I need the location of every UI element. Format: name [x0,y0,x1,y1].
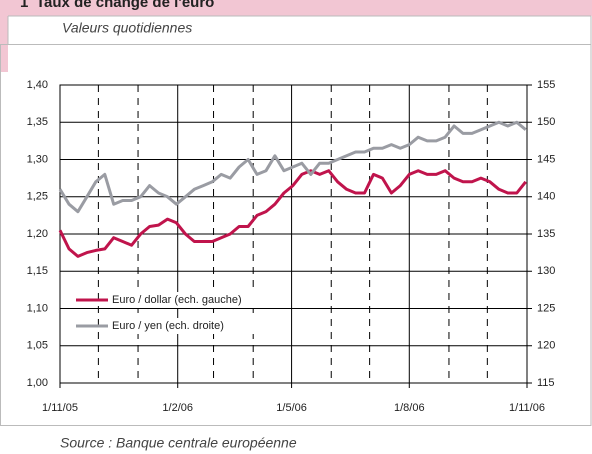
y-tick-label: 1,20 [27,228,48,240]
y2-tick-label: 145 [537,153,555,165]
y2-tick-label: 120 [537,340,555,352]
chart-title: Taux de change de l'euro [36,0,214,11]
x-tick-label: 1/8/06 [394,402,425,414]
x-tick-label: 1/11/05 [42,402,78,414]
y2-tick-label: 155 [537,79,555,91]
x-tick-label: 1/2/06 [162,402,193,414]
header-band [0,0,592,16]
series-line [58,169,527,258]
legend-bg [110,292,282,308]
x-tick-label: 1/5/06 [276,402,307,414]
legend-bg [110,318,282,334]
y-tick-label: 1,25 [27,191,48,203]
y2-tick-label: 140 [537,191,555,203]
y-tick-label: 1,00 [27,377,48,389]
legend-label: Euro / yen (ech. droite) [112,320,224,332]
source: Source : Banque centrale européenne [60,435,297,451]
y-tick-label: 1,15 [27,265,48,277]
subtitle: Valeurs quotidiennes [62,20,192,36]
y2-tick-label: 125 [537,302,555,314]
y-tick-label: 1,40 [27,79,48,91]
frame [0,44,592,426]
y2-tick-label: 135 [537,228,555,240]
y2-tick-label: 130 [537,265,555,277]
plot-frame [59,84,528,384]
series-line [58,120,527,214]
y2-tick-label: 115 [537,377,555,389]
x-tick-label: 1/11/06 [509,402,545,414]
y-tick-label: 1,35 [27,116,48,128]
y2-tick-label: 150 [537,116,555,128]
chart-number: 1 [20,0,28,11]
y-tick-label: 1,10 [27,302,48,314]
y-tick-label: 1,30 [27,153,48,165]
y-tick-label: 1,05 [27,340,48,352]
legend-label: Euro / dollar (ech. gauche) [112,294,242,306]
